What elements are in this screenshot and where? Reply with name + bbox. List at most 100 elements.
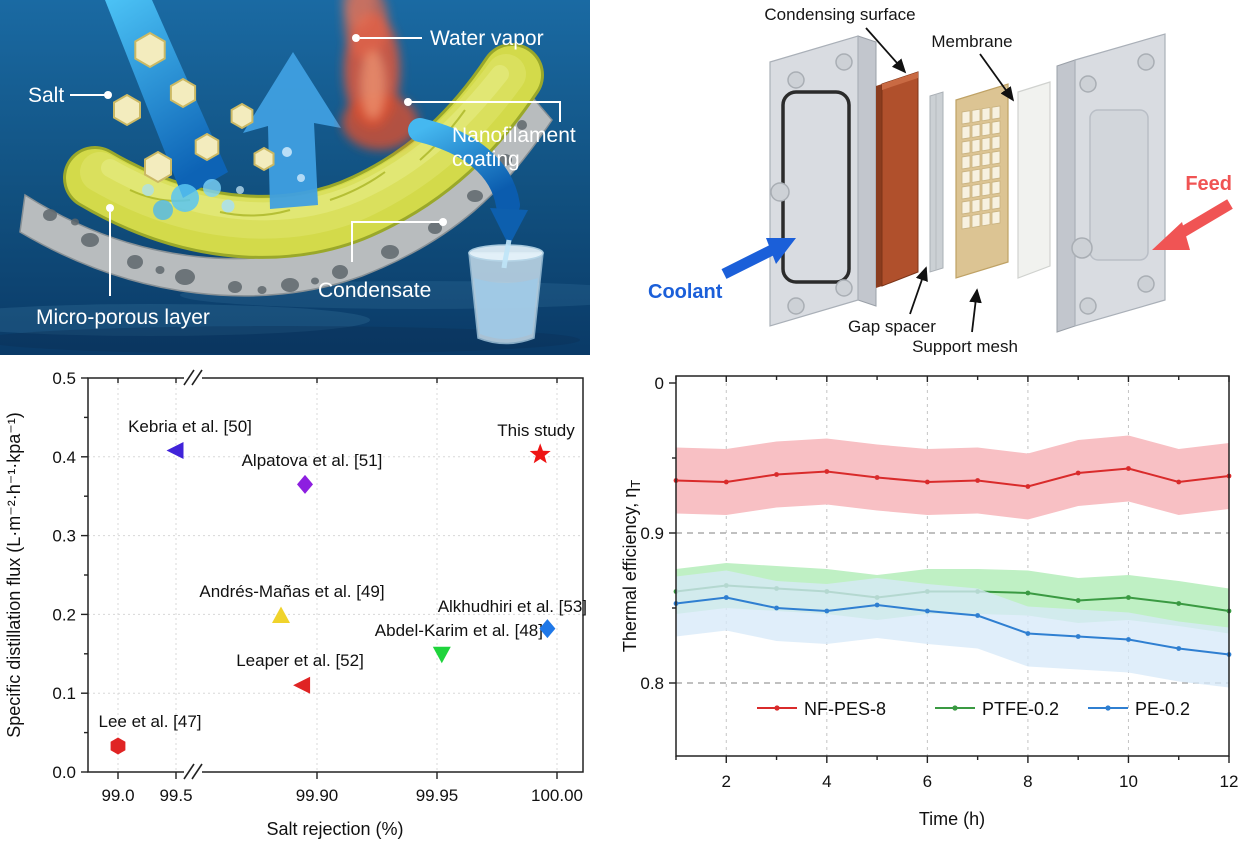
line-chart-x-tick-label: 10 (1119, 772, 1138, 791)
legend-label: PE-0.2 (1135, 699, 1190, 719)
line-chart-y-tick-label: 0.9 (640, 524, 664, 543)
condensate-label: Condensate (318, 279, 431, 302)
scatter-marker-triangle-down (432, 646, 451, 664)
vapor-plume-art (342, 0, 418, 150)
water-vapor-label: Water vapor (430, 27, 544, 50)
series-point (874, 602, 880, 608)
scatter-y-tick-label: 0.4 (52, 448, 76, 467)
scatter-x-tick-label: 99.95 (416, 786, 459, 805)
line-chart-vgrid (725, 376, 1129, 756)
scatter-ticks (81, 377, 558, 779)
scatter-point-label: Andrés-Mañas et al. [49] (199, 582, 384, 601)
scatter-marker-triangle-up (272, 606, 290, 623)
scatter-marker-star (529, 443, 551, 464)
axis-break-gap (184, 766, 202, 778)
condensate-arrow-art (408, 118, 528, 269)
scatter-point-label: Alkhudhiri et al. [53] (438, 597, 587, 616)
feed-arrow (1152, 199, 1233, 250)
series-point (723, 595, 729, 600)
line-chart-ylabel: Thermal efficiency, ηT (620, 480, 643, 652)
series-band (676, 570, 1229, 688)
series-point (975, 478, 981, 483)
micro-porous-label: Micro-porous layer (36, 306, 210, 329)
thermal-efficiency-line-chart: 2 4 6 8 10 12 0 0.9 0.8 Time (h) Thermal efficienc… (620, 374, 1239, 829)
line-chart-x-tick-label: 12 (1220, 772, 1239, 791)
line-chart-x-tick-label: 4 (822, 772, 831, 791)
line-chart-ticks (669, 376, 1230, 763)
scatter-point-label: This study (497, 421, 575, 440)
module-exploded-diagram-panel: Condensing surface Membrane Feed Coolant… (648, 5, 1233, 355)
scatter-x-tick-label: 100.00 (531, 786, 583, 805)
scatter-x-tick-label: 99.5 (159, 786, 192, 805)
series-point (1176, 479, 1182, 485)
scatter-point-label: Abdel-Karim et al. [48] (375, 621, 543, 640)
series-point (723, 479, 729, 485)
flux-vs-rejection-scatter-chart: 99.0 99.5 99.90 99.95 100.00 0.0 0.1 0.2 0.3 0.4 0… (4, 369, 587, 839)
line-chart-y-tick-label: 0.8 (640, 674, 664, 693)
line-chart-legend: NF-PES-8 PTFE-0.2 PE-0.2 (757, 699, 1190, 719)
line-chart-x-tick-label: 2 (722, 772, 731, 791)
scatter-marker-diamond (297, 474, 313, 494)
series-point (1126, 595, 1131, 600)
series-point (975, 613, 981, 618)
series-line-PE-0.2 (675, 596, 1230, 656)
coolant-label: Coolant (648, 281, 723, 303)
series-point (774, 605, 779, 611)
scatter-point-label: Leaper et al. [52] (236, 651, 364, 670)
condensing-surface-art (876, 71, 919, 288)
series-point (774, 472, 779, 477)
scatter-y-tick-label: 0.2 (52, 605, 76, 624)
line-chart-y-tick-label: 0 (655, 374, 664, 393)
scatter-point-label: Lee et al. [47] (98, 712, 201, 731)
series-point (924, 608, 930, 614)
series-point (1176, 601, 1182, 606)
membrane-label: Membrane (931, 32, 1012, 51)
scatter-marker-diamond (539, 619, 556, 639)
scatter-marker-triangle-left (166, 442, 184, 459)
legend-label: NF-PES-8 (804, 699, 886, 719)
series-point (1025, 631, 1031, 636)
scatter-xlabel: Salt rejection (%) (266, 819, 403, 839)
scatter-point-label: Kebria et al. [50] (128, 417, 252, 436)
panel-a-leader-lines (70, 37, 561, 296)
scatter-point-label: Alpatova et al. [51] (242, 451, 383, 470)
line-chart-x-tick-label: 6 (923, 772, 932, 791)
scatter-y-tick-label: 0.0 (52, 763, 76, 782)
series-point (1075, 470, 1081, 476)
line-chart-hgrid (676, 532, 1229, 684)
series-point (1025, 590, 1031, 596)
scatter-x-tick-label: 99.0 (101, 786, 134, 805)
gap-spacer-art (929, 91, 944, 273)
panel-a-leader-dots (104, 34, 447, 226)
series-point (824, 469, 830, 474)
salt-crystals-art (113, 31, 275, 184)
series-point (1075, 598, 1081, 603)
series-point (824, 608, 830, 614)
membrane-illustration-panel: Salt Water vapor Nanofilament coating Mi… (0, 0, 590, 355)
right-end-plate-art (1056, 33, 1166, 333)
line-chart-frame (675, 375, 1230, 757)
line-chart-xlabel: Time (h) (919, 809, 985, 829)
feed-label: Feed (1185, 173, 1232, 195)
scatter-y-tick-label: 0.1 (52, 684, 76, 703)
coolant-arrow (721, 238, 796, 279)
series-point (1075, 634, 1081, 639)
series-point (874, 475, 880, 480)
nanofilament-label-line1: Nanofilament (452, 124, 576, 147)
series-point (1126, 637, 1131, 642)
membrane-sheet-art (1017, 81, 1051, 279)
series-point (1126, 466, 1131, 471)
support-mesh-art (955, 83, 1009, 279)
scatter-marker-hexagon (110, 737, 126, 755)
condensate-glass-art (468, 244, 544, 345)
support-mesh-label: Support mesh (912, 337, 1018, 355)
series-point (924, 479, 930, 485)
series-band (676, 435, 1229, 520)
line-chart-x-tick-label: 8 (1023, 772, 1032, 791)
scatter-marker-triangle-left (293, 676, 311, 694)
scatter-ylabel: Specific distillation flux (L·m⁻²·h⁻¹·kp… (4, 412, 24, 738)
panel-b-callout-arrows (865, 27, 1015, 333)
series-point (1176, 646, 1182, 651)
series-line-NF-PES-8 (675, 467, 1230, 488)
